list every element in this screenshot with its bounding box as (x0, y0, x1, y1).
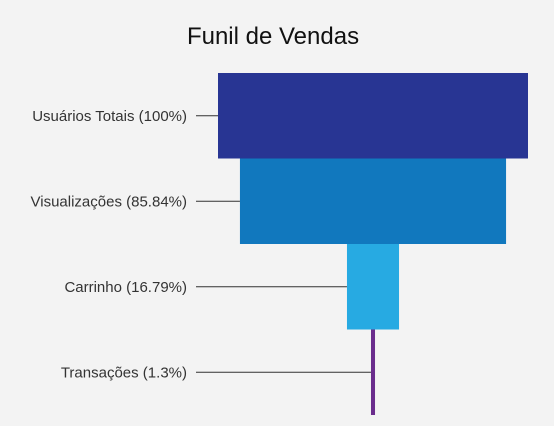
funnel-labels: Usuários Totais (100%) Visualizações (85.… (31, 108, 371, 381)
funnel-stage-label: Transações (1.3%) (61, 364, 187, 381)
funnel-stage-bar (239, 158, 507, 244)
funnel-stage-bar (346, 244, 400, 330)
funnel-stage-label: Usuários Totais (100%) (32, 108, 187, 125)
funnel-stage-label: Visualizações (85.84%) (31, 193, 187, 210)
funnel-stage-label: Carrinho (16.79%) (64, 279, 187, 296)
chart-title: Funil de Vendas (187, 23, 359, 50)
funnel-bars (218, 73, 528, 415)
funnel-stage-bar (370, 329, 376, 415)
funnel-stage-bar (218, 73, 528, 159)
